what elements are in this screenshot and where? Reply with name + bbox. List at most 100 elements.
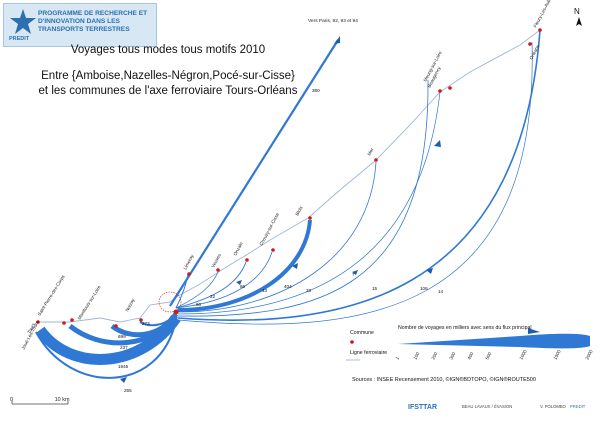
legend-tick-label: 1 [394,355,400,360]
commune-label: Saint-Pierre-des-Corps [37,273,67,316]
paris-value: 380 [312,88,320,93]
flow-onzain-arrow [236,280,242,285]
legend-flow-wedge [398,333,590,349]
commune-label: Mer [366,147,374,157]
commune-label: Fleury-Les-Aubrais [532,0,555,28]
legend-tick-label: 500 [484,351,492,361]
predit-logo: PROGRAMME DE RECHERCHE ET D'INNOVATION D… [3,3,157,47]
commune-label: Onzain [232,241,243,257]
flow-value-label: 7 [352,272,355,277]
legend-tick-label: 300 [448,351,456,361]
commune-point-montlouis [114,324,118,328]
legend-tick-label: 1500 [552,349,561,361]
commune-point-limeray [187,272,191,276]
flow-blois [177,219,312,312]
flow-value-label: 404 [284,284,292,289]
commune-label: Veuves [210,252,222,268]
flow-beaugency [177,91,441,315]
title-line3: et les communes de l'axe ferroviaire Tou… [38,85,298,97]
partner-predit: PREDIT [570,404,586,409]
legend-rail-label: Ligne ferroviaire [350,350,388,356]
legend-flow-label: Nombre de voyages en milliers avec sens … [398,325,532,331]
legend-tick-label: 1000 [518,349,527,361]
flow-fleury-arrow [426,268,433,274]
partner-3: V. POLOMBO [540,404,566,409]
commune-point-blois [308,216,312,220]
flow-value-label: 14 [438,289,444,294]
flow-mer-arrow [352,270,358,275]
flow-blois-arrow [292,263,298,269]
commune-point-chouzy [271,248,275,252]
flow-beaugency-arrow [434,140,441,147]
flow-value-label: 22 [210,294,216,299]
flow-value-label: 43 [262,288,268,293]
flow-onzain [175,261,247,309]
flow-joue-arrow [120,377,127,383]
flow-noizay [139,311,177,327]
legend-tick-label: 100 [412,351,420,361]
scale-end: 10 km [54,397,70,403]
commune-label: Blois [294,205,303,217]
commune-point-tours [62,321,66,325]
sources-text: Sources : INSEE Recensement 2010, ©IGN®B… [352,377,536,383]
paris-label: Vers Paris, 92, 93 et 94 [308,19,358,24]
legend-flow-arrow [528,328,540,334]
flow-value-label: 106 [420,286,428,291]
legend-tick-label: 200 [430,351,438,361]
flow-value-label: 699 [118,334,126,339]
commune-point-onzain [245,258,249,262]
legend-commune-label: Commune [350,330,374,336]
commune-label: Orléans [528,43,540,60]
flow-fleury [177,29,541,321]
north-arrow-label: N [574,7,580,16]
commune-point-noizay [139,318,143,322]
legend-scale-ticks: 1 100 200 300 400 500 1000 1500 2000 [394,349,593,361]
partner-2: BEAU LAVAUX / ÉVASION [462,404,513,409]
flow-montlouis [110,312,179,338]
flow-chouzy [175,251,273,309]
flow-value-label: 255 [124,388,132,393]
flow-value-label: 273 [142,321,150,326]
legend-commune-icon [350,340,354,344]
flow-veuves [175,271,219,309]
flow-value-label: 33 [306,288,312,293]
commune-point-amboise [173,309,179,315]
commune-label: Tours [26,322,36,335]
flow-value-label: 1945 [118,364,129,369]
commune-label: Montlouis-sur-Loire [77,284,102,320]
north-arrow-icon [576,17,582,26]
scale-labels: 0 10 km [10,397,70,403]
flow-orleans [177,41,533,325]
commune-point-veuves [216,268,220,272]
flow-meung [177,79,429,317]
local-loop [158,291,182,313]
commune-point-fleury [538,28,542,32]
flow-paris-arrow [334,36,340,44]
flow-value-label: 237 [120,345,128,350]
partner-ifsttar: IFSTTAR [408,404,438,411]
commune-point-joue [36,320,40,324]
legend-tick-label: 2000 [584,349,593,361]
commune-point-beaugency [438,89,442,93]
flow-mer [177,161,377,313]
flow-paris [169,39,339,307]
flow-value-label: 15 [372,286,378,291]
commune-label: Chouzy-sur-Cisse [258,211,280,246]
predit-star-icon [10,9,36,34]
scale-start: 0 [10,397,14,403]
flow-tours [35,314,181,365]
flow-value-label: 86 [240,284,246,289]
flow-value-label: 60 [196,302,202,307]
flow-labels: 1945 237 699 273 255 60 22 86 43 404 33 7 15 106 14 [118,272,444,393]
commune-point-meung [448,86,452,90]
title-line1: Voyages tous modes tous motifs 2010 [70,44,266,56]
commune-label: Noizay [124,297,135,312]
flow-limeray [175,274,189,309]
rail-line [38,29,541,323]
commune-point-orleans [528,42,532,46]
commune-points [36,28,542,328]
map-title: Voyages tous modes tous motifs 2010 Entr… [28,44,308,100]
logo-text: PROGRAMME DE RECHERCHE ET D'INNOVATION D… [38,10,148,33]
title-line2: Entre {Amboise,Nazelles-Négron,Pocé-sur-… [41,70,295,82]
